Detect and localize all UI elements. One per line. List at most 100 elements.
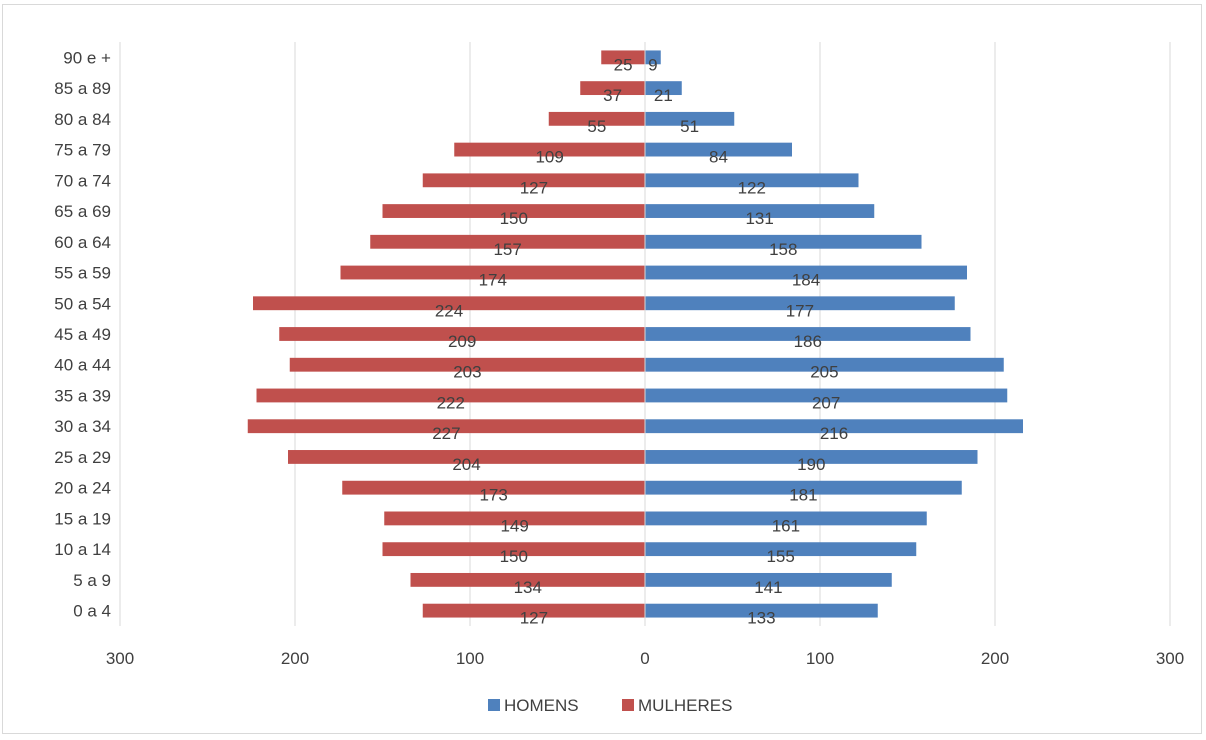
bar-homens [645, 542, 917, 557]
data-label-mulheres: 174 [479, 271, 507, 290]
bar-mulheres [454, 142, 645, 157]
data-label-homens: 207 [812, 393, 840, 412]
x-tick-label: 100 [456, 649, 484, 668]
data-label-homens: 21 [654, 86, 673, 105]
data-label-mulheres: 127 [520, 609, 548, 628]
bar-homens [645, 204, 875, 218]
data-label-homens: 184 [792, 271, 820, 290]
category-label: 15 a 19 [54, 509, 111, 528]
data-label-homens: 158 [769, 240, 797, 259]
bar-mulheres [279, 327, 645, 341]
category-label: 70 a 74 [54, 171, 111, 190]
category-label: 0 a 4 [73, 602, 111, 621]
bars [247, 50, 1023, 618]
category-label: 20 a 24 [54, 479, 111, 498]
legend-swatch-mulheres [622, 699, 634, 711]
x-tick-label: 200 [981, 649, 1009, 668]
data-label-mulheres: 227 [432, 424, 460, 443]
data-label-homens: 177 [786, 301, 814, 320]
data-label-mulheres: 55 [587, 117, 606, 136]
data-label-mulheres: 224 [435, 301, 463, 320]
bar-homens [645, 50, 661, 65]
data-label-mulheres: 209 [448, 332, 476, 351]
bar-mulheres [288, 450, 645, 464]
legend-label-mulheres: MULHERES [638, 696, 732, 715]
data-label-mulheres: 203 [453, 363, 481, 382]
data-label-mulheres: 222 [437, 393, 465, 412]
data-label-mulheres: 134 [514, 578, 542, 597]
bar-homens [645, 234, 922, 249]
category-label: 85 a 89 [54, 79, 111, 98]
bar-mulheres [289, 357, 645, 372]
data-label-mulheres: 157 [493, 240, 521, 259]
data-label-mulheres: 204 [452, 455, 480, 474]
data-label-mulheres: 127 [520, 178, 548, 197]
data-label-mulheres: 150 [500, 547, 528, 566]
bar-homens [645, 265, 967, 280]
bar-homens [645, 419, 1023, 434]
bar-homens [645, 511, 927, 526]
category-label: 60 a 64 [54, 233, 111, 252]
bar-mulheres [382, 542, 645, 557]
bar-homens [645, 357, 1004, 372]
category-label: 75 a 79 [54, 141, 111, 160]
data-label-homens: 51 [680, 117, 699, 136]
bar-mulheres [384, 511, 645, 526]
data-label-homens: 133 [747, 609, 775, 628]
category-label: 30 a 34 [54, 417, 111, 436]
category-label: 65 a 69 [54, 202, 111, 221]
bar-homens [645, 572, 892, 587]
bar-mulheres [253, 296, 645, 311]
bar-homens [645, 327, 971, 341]
data-label-mulheres: 173 [479, 486, 507, 505]
bar-homens [645, 296, 955, 311]
bar-homens [645, 480, 962, 495]
data-label-homens: 181 [789, 486, 817, 505]
data-label-homens: 141 [754, 578, 782, 597]
category-label: 45 a 49 [54, 325, 111, 344]
bar-mulheres [340, 265, 645, 280]
bar-homens [645, 173, 859, 188]
bar-mulheres [247, 419, 645, 434]
data-label-homens: 216 [820, 424, 848, 443]
bar-mulheres [548, 111, 645, 126]
category-label: 35 a 39 [54, 386, 111, 405]
data-label-mulheres: 25 [614, 55, 633, 74]
legend: HOMENS MULHERES [488, 696, 732, 715]
data-label-mulheres: 37 [603, 86, 622, 105]
bar-mulheres [256, 388, 645, 403]
category-label: 40 a 44 [54, 356, 111, 375]
legend-swatch-homens [488, 699, 500, 711]
legend-label-homens: HOMENS [504, 696, 579, 715]
bar-mulheres [422, 603, 645, 618]
data-label-homens: 161 [772, 516, 800, 535]
category-label: 90 e + [63, 48, 111, 67]
data-label-homens: 131 [745, 209, 773, 228]
category-label: 50 a 54 [54, 294, 111, 313]
data-label-mulheres: 109 [535, 148, 563, 167]
bar-homens [645, 450, 978, 464]
data-label-homens: 205 [810, 363, 838, 382]
category-label: 80 a 84 [54, 110, 111, 129]
bar-mulheres [601, 50, 645, 65]
data-label-homens: 9 [648, 55, 657, 74]
bar-homens [645, 388, 1008, 403]
bar-homens [645, 111, 735, 126]
category-label: 5 a 9 [73, 571, 111, 590]
x-tick-label: 300 [1156, 649, 1184, 668]
data-label-homens: 190 [797, 455, 825, 474]
bar-mulheres [410, 572, 645, 587]
bar-homens [645, 603, 878, 618]
data-label-homens: 186 [794, 332, 822, 351]
bar-mulheres [342, 480, 645, 495]
data-label-homens: 155 [766, 547, 794, 566]
data-labels: 133 127 141 134 155 150 161 149 181 173 190 204 216 2… [432, 55, 848, 627]
data-label-mulheres: 149 [500, 516, 528, 535]
bar-mulheres [580, 81, 645, 96]
x-tick-label: 0 [640, 649, 649, 668]
x-tick-labels: 300 200 100 0 100 200 300 [106, 649, 1184, 668]
gridlines [119, 42, 1171, 626]
data-label-mulheres: 150 [500, 209, 528, 228]
data-label-homens: 122 [738, 178, 766, 197]
